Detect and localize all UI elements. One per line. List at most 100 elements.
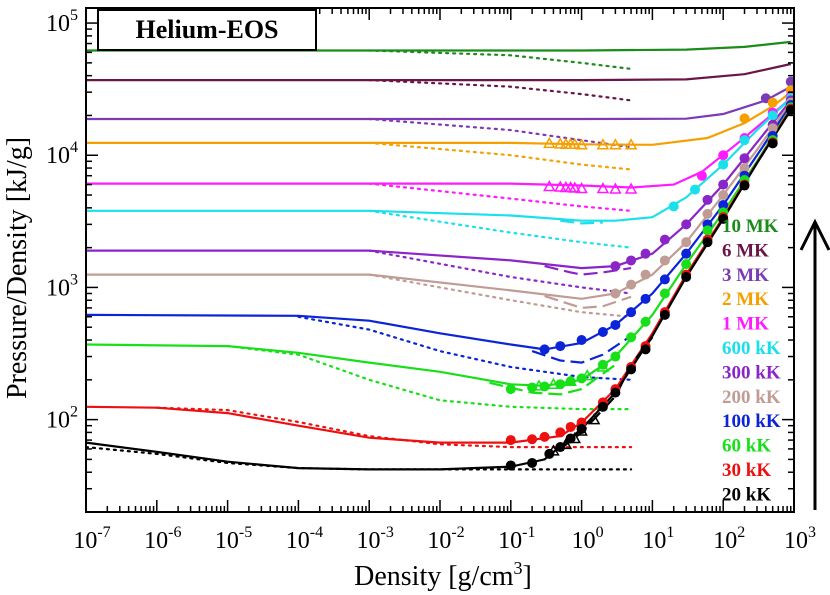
data-point-60-kk	[505, 384, 516, 395]
data-point-20-kk	[527, 457, 538, 468]
data-point-300-kk	[681, 219, 692, 230]
data-point-triangle-1-mk	[554, 180, 567, 192]
legend-entry: 30 kK	[722, 460, 771, 481]
data-point-triangle-60-kk	[547, 377, 560, 390]
marker-layer	[505, 76, 794, 471]
series-line-200-kk	[86, 101, 792, 300]
x-tick-label: 10-3	[357, 524, 394, 554]
data-point-30-kk	[505, 435, 516, 446]
x-tick-label: 10-4	[286, 524, 323, 554]
data-point-300-kk	[718, 179, 729, 190]
data-point-triangle-2-mk	[596, 138, 610, 150]
data-point-300-kk	[640, 248, 651, 259]
data-point-triangle-1-mk	[609, 182, 622, 194]
data-point-100-kk	[640, 293, 651, 304]
data-point-30-kk	[555, 427, 566, 438]
x-tick-label: 10-5	[215, 524, 252, 554]
data-point-triangle-2-mk	[609, 138, 622, 150]
x-tick-label: 10-7	[73, 524, 110, 554]
series-dotted-200-kk	[368, 273, 633, 318]
data-point-100-kk	[555, 341, 566, 352]
series-dotted-2-mk	[368, 141, 633, 171]
data-point-triangle-20-kk	[575, 424, 588, 436]
x-tick-label: 103	[784, 524, 816, 554]
data-point-100-kk	[610, 319, 621, 330]
data-point-triangle-1-mk	[575, 181, 588, 194]
data-point-100-kk	[597, 327, 608, 338]
data-point-30-kk	[539, 431, 550, 442]
series-dotted-600-kk	[368, 209, 633, 249]
data-point-triangle-60-kk	[596, 360, 610, 372]
data-point-triangle-60-kk	[564, 374, 577, 387]
data-point-triangle-2-mk	[554, 137, 567, 149]
data-point-100-kk	[576, 335, 587, 346]
data-point-triangle-60-kk	[532, 379, 546, 391]
data-point-30-kk	[565, 421, 576, 432]
data-point-triangle-20-kk	[587, 413, 601, 425]
series-line-2-mk	[86, 91, 792, 146]
data-point-20-kk	[626, 364, 637, 375]
data-point-triangle-2-mk	[624, 138, 638, 150]
legend-entry: 1 MK	[722, 314, 769, 335]
data-point-600-kk	[718, 159, 729, 170]
data-point-300-kk	[626, 255, 637, 266]
data-point-300-kk	[702, 194, 713, 205]
legend-entry: 2 MK	[722, 289, 769, 310]
x-tick-label: 102	[713, 524, 745, 554]
series-line-600-kk	[86, 97, 792, 222]
data-point-200-kk	[739, 163, 750, 174]
data-point-200-kk	[718, 190, 729, 201]
series-line-6-mk	[86, 62, 792, 82]
series-line-3-mk	[86, 85, 792, 121]
x-tick-label: 10-2	[427, 524, 464, 554]
x-tick-label: 100	[572, 524, 604, 554]
data-point-600-kk	[767, 110, 778, 121]
data-point-200-kk	[610, 288, 621, 299]
data-point-60-kk	[565, 376, 576, 387]
data-point-300-kk	[610, 261, 621, 272]
legend-entry: 100 kK	[722, 411, 781, 432]
data-point-60-kk	[640, 316, 651, 327]
data-point-100-kk	[659, 274, 670, 285]
series-dotted-10-mk	[368, 49, 633, 70]
series-dotted-6-mk	[368, 79, 633, 102]
data-point-1-mk	[696, 170, 707, 181]
data-point-60-kk	[626, 332, 637, 343]
series-dotted-300-kk	[368, 249, 633, 295]
legend-entry: 60 kK	[722, 436, 771, 457]
data-point-triangle-20-kk	[547, 444, 560, 456]
data-point-200-kk	[659, 255, 670, 266]
data-point-60-kk	[702, 225, 713, 236]
legend-entry: 300 kK	[722, 362, 781, 383]
data-point-20-kk	[767, 138, 778, 149]
legend-entry: 6 MK	[722, 240, 769, 261]
data-point-600-kk	[668, 201, 679, 212]
data-point-20-kk	[659, 309, 670, 320]
data-point-triangle-1-mk	[543, 179, 556, 192]
series-line-10-mk	[86, 40, 791, 52]
series-dashed-60-kk	[489, 363, 617, 396]
data-point-200-kk	[702, 208, 713, 219]
data-point-100-kk	[539, 344, 550, 355]
y-tick-label: 104	[46, 139, 78, 169]
data-point-200-kk	[681, 237, 692, 248]
y-axis-label: Pressure/Density [kJ/g]	[2, 137, 33, 399]
data-point-triangle-1-mk	[568, 181, 582, 193]
data-point-600-kk	[690, 184, 701, 195]
data-point-60-kk	[659, 288, 670, 299]
x-axis-label: Density [g/cm3]	[354, 558, 532, 592]
data-point-20-kk	[505, 460, 516, 471]
data-point-triangle-2-mk	[575, 138, 588, 150]
x-tick-label: 10-6	[144, 524, 181, 554]
data-point-30-kk	[527, 434, 538, 445]
data-point-20-kk	[610, 387, 621, 398]
series-dashed-20-kk	[559, 336, 654, 450]
data-point-200-kk	[767, 123, 778, 134]
y-tick-label: 102	[46, 404, 78, 434]
series-dashed-600-kk	[560, 219, 603, 225]
data-point-100-kk	[681, 248, 692, 259]
data-point-3-mk	[785, 76, 794, 87]
legend-entry: 600 kK	[722, 338, 781, 359]
chart-title: Helium-EOS	[135, 15, 278, 44]
